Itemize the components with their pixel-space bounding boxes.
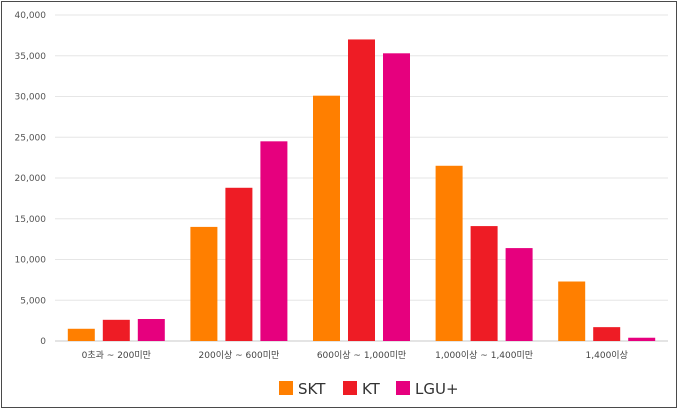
bar-skt-3 [435,165,463,341]
bar-skt-1 [190,226,218,341]
x-category-label: 200이상 ~ 600미만 [199,350,280,361]
bar-kt-2 [348,39,375,341]
bar-lgu-3 [505,248,533,341]
y-tick-label: 25,000 [15,133,47,143]
bar-lgu-0 [137,318,165,341]
bar-lgu-1 [260,141,288,341]
x-category-label: 1,400이상 [586,350,628,361]
x-category-label: 0초과 ~ 200미만 [82,350,151,361]
bar-lgu-2 [383,53,410,342]
legend-label: SKT [298,380,326,398]
bar-skt-0 [67,328,95,341]
x-category-label: 1,000이상 ~ 1,400미만 [435,350,533,361]
legend-swatch [343,381,357,395]
bar-kt-4 [593,327,621,341]
y-tick-label: 5,000 [20,296,46,306]
legend-label: KT [362,380,381,398]
y-tick-label: 35,000 [15,52,47,62]
y-tick-label: 0 [40,337,46,347]
y-tick-label: 15,000 [15,215,47,225]
bar-lgu-4 [628,337,656,341]
legend-swatch [279,381,293,395]
bar-kt-0 [102,319,130,341]
y-tick-label: 40,000 [15,11,47,21]
bar-skt-2 [313,95,340,341]
x-category-label: 600이상 ~ 1,000미만 [317,350,406,361]
bar-kt-3 [470,226,498,341]
bar-skt-4 [558,281,586,341]
y-tick-label: 10,000 [15,256,47,266]
legend-label: LGU+ [415,380,459,398]
y-tick-label: 30,000 [15,93,47,103]
bar-kt-1 [225,187,253,341]
legend-swatch [396,381,410,395]
y-tick-label: 20,000 [15,174,47,184]
